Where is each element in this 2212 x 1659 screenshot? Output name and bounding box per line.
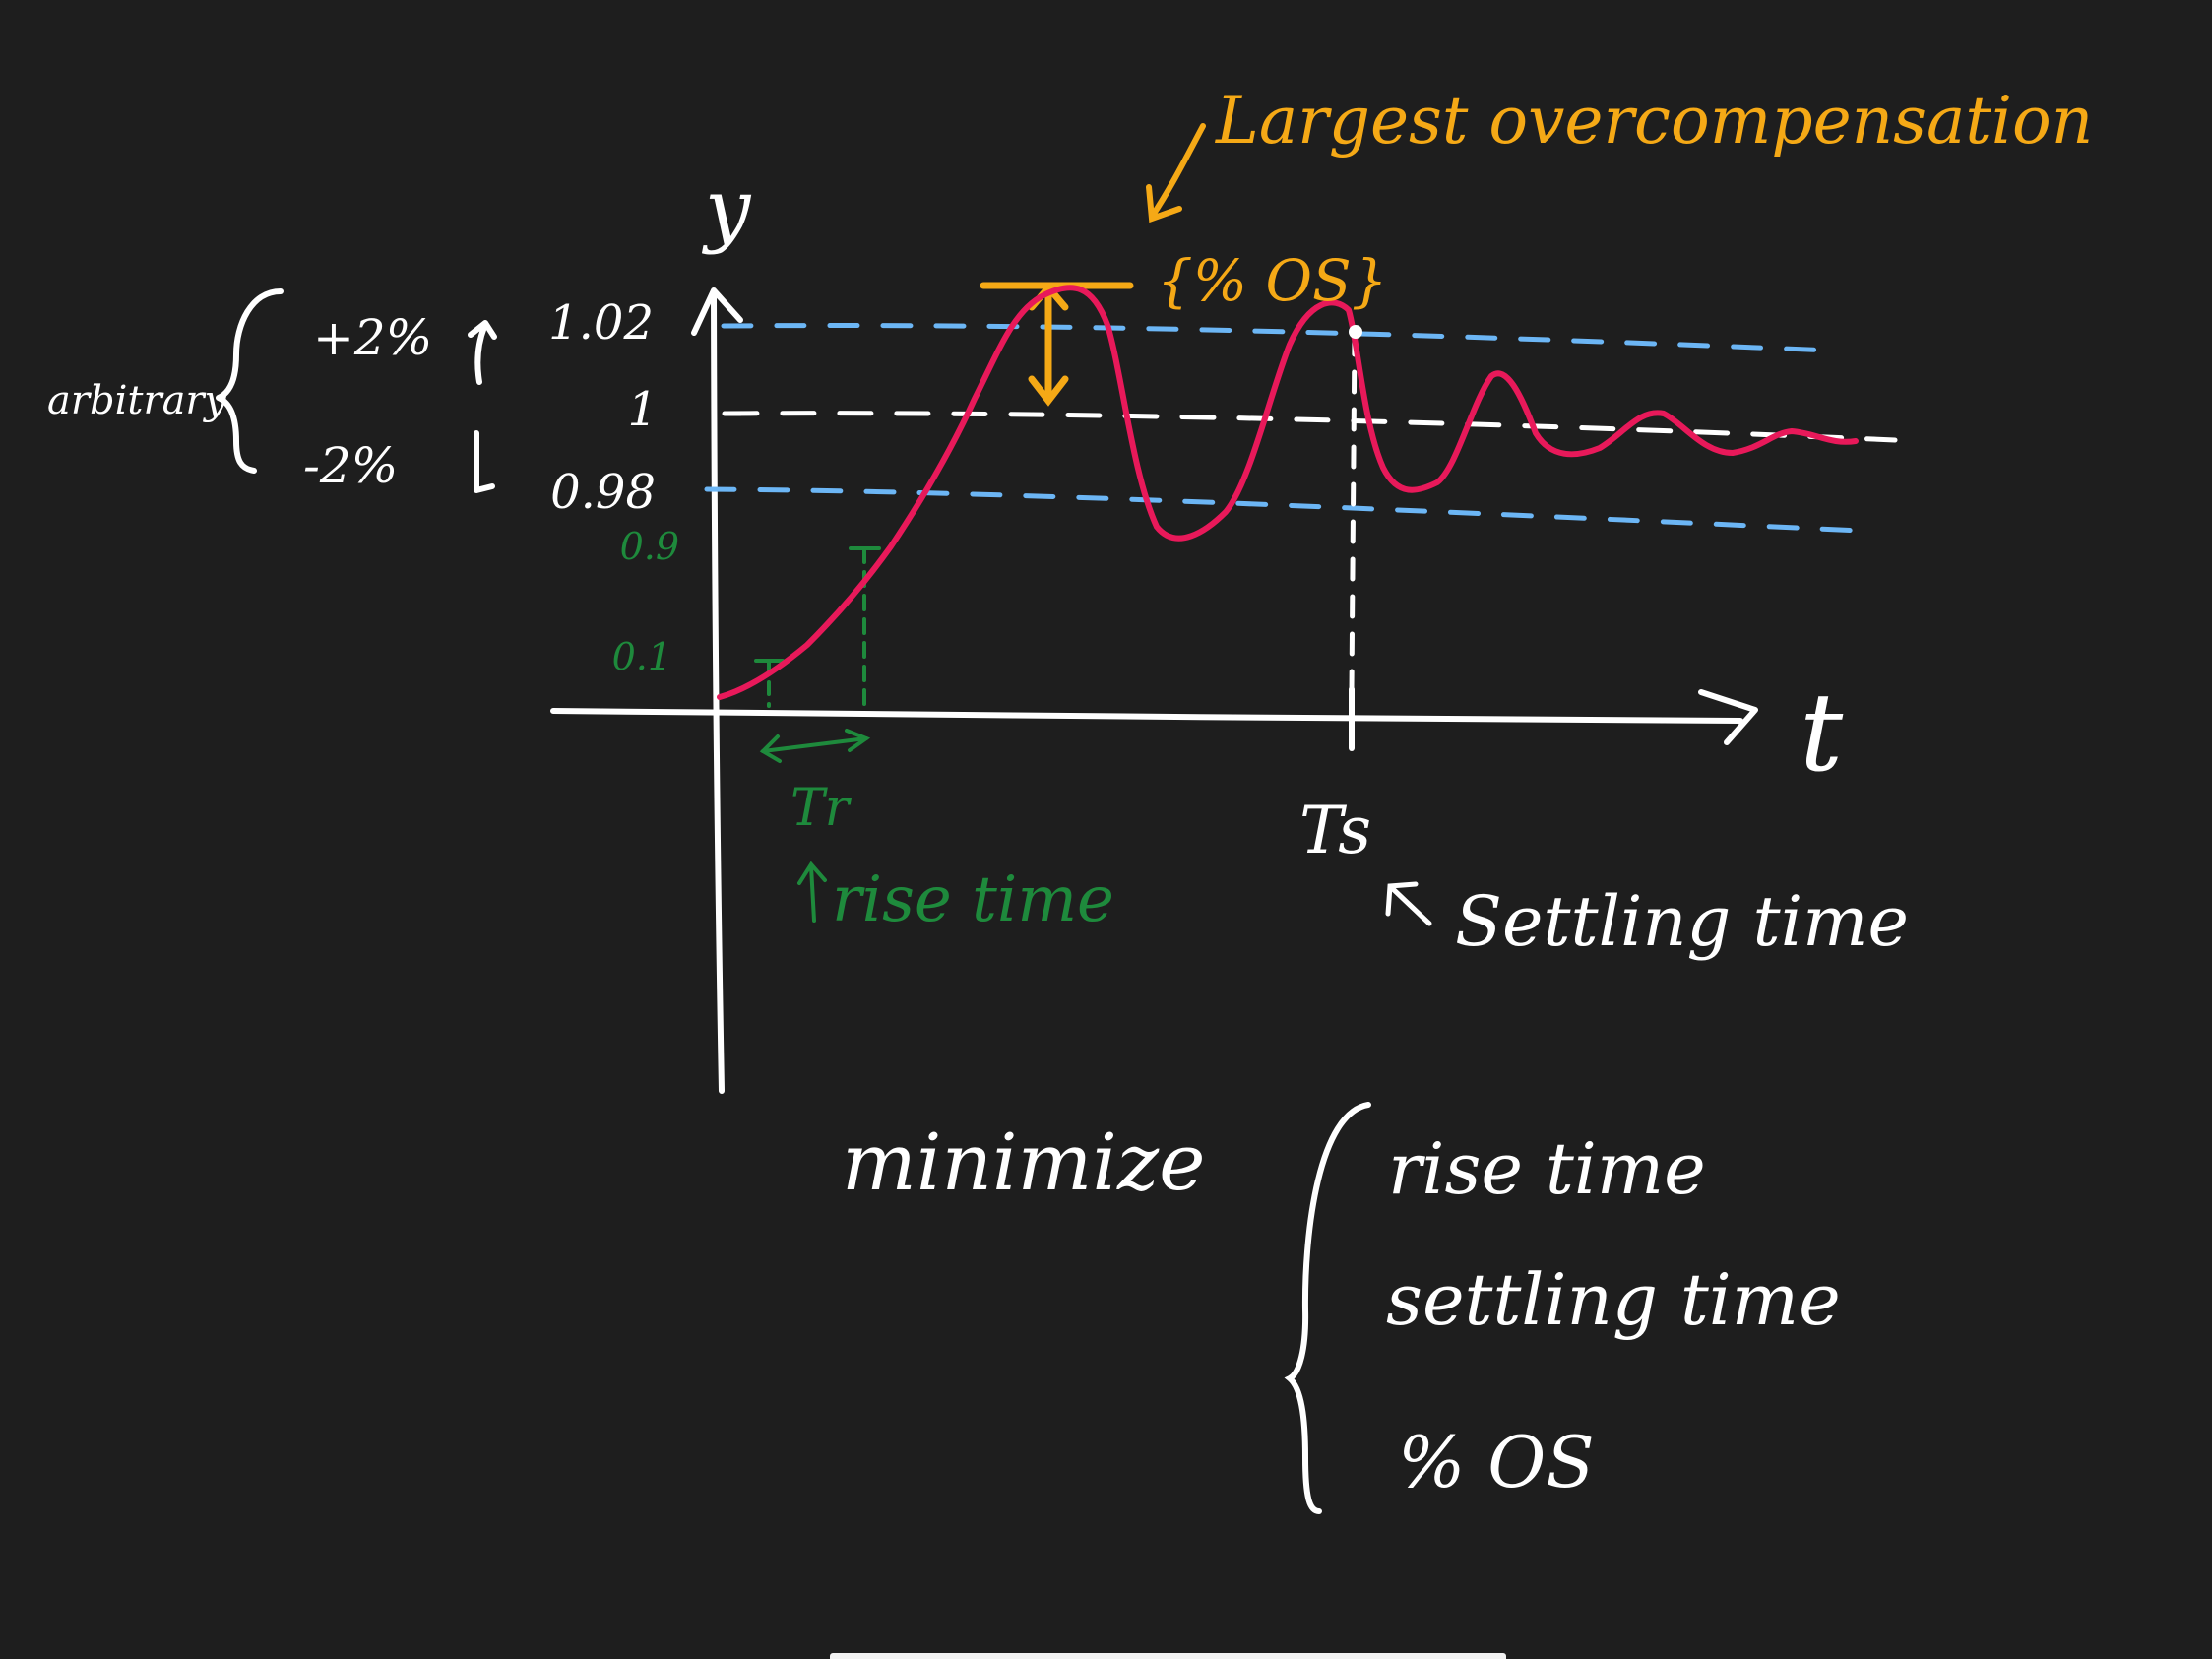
rise-time-symbol: Tr (790, 779, 853, 838)
step-response-curve (717, 285, 1859, 700)
goal-item-settling-time: settling time (1386, 1258, 1841, 1341)
tolerance-note-label: arbitrary (47, 378, 228, 423)
y-axis (711, 292, 725, 1094)
tick-label-10: 0.1 (612, 635, 671, 678)
goal-brace (1284, 1102, 1371, 1514)
upper-tolerance-line (721, 323, 1834, 353)
tick-label-90: 0.9 (620, 525, 679, 568)
tick-label-lower: 0.98 (550, 465, 656, 520)
settling-time-caption: Settling time (1455, 881, 1909, 962)
settling-time-symbol: Ts (1299, 793, 1371, 868)
x-axis-arrowhead (1698, 689, 1758, 745)
settling-pointer-arrow (1385, 881, 1432, 926)
tick-label-upper: 1.02 (548, 295, 654, 351)
settling-time-drop-line (1349, 332, 1358, 692)
tolerance-band (704, 323, 1864, 534)
tolerance-minus: -2% (303, 437, 398, 494)
target-line (723, 332, 1898, 692)
goal-item-rise-time: rise time (1388, 1127, 1706, 1210)
plus-arrow (468, 320, 497, 385)
rise-time-span-arrow (761, 736, 868, 753)
x-axis-label: t (1800, 670, 1844, 796)
lower-tolerance-line (704, 486, 1864, 534)
minus-arrow (474, 430, 495, 493)
settling-point (1349, 325, 1362, 339)
goal-item-overshoot: % OS (1398, 1421, 1595, 1503)
rise-time-pointer-arrow (797, 861, 827, 923)
y-axis-arrowhead (691, 287, 743, 336)
axes (550, 287, 1758, 1094)
goal-verb: minimize (842, 1117, 1206, 1208)
tolerance-plus: +2% (313, 309, 432, 366)
horizontal-scrollbar-thumb[interactable] (830, 1653, 1506, 1659)
tolerance-brace (216, 288, 497, 493)
rise-time-markers (754, 546, 881, 923)
rise-time-caption: rise time (832, 863, 1114, 936)
overcompensation-pointer (1146, 123, 1206, 223)
x-axis (550, 708, 1743, 724)
overshoot-tag: {% OS} (1157, 247, 1388, 314)
overshoot-title: Largest overcompensation (1215, 83, 2093, 159)
tick-label-target: 1 (627, 382, 658, 437)
y-axis-label: y (701, 162, 752, 256)
